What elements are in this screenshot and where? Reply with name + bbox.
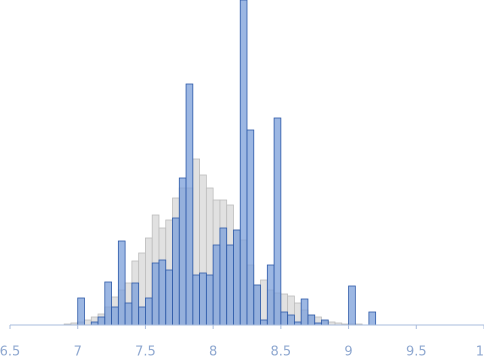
bar [117, 240, 126, 326]
bar [239, 0, 248, 326]
bar [199, 272, 207, 326]
bar [151, 262, 160, 326]
bar [185, 83, 194, 326]
x-tick-label: 8.5 [271, 345, 292, 360]
bar [178, 177, 187, 326]
bar [145, 297, 153, 326]
bar [165, 269, 173, 326]
bar [260, 279, 268, 326]
x-tick-label: 7 [74, 345, 82, 360]
bar [205, 274, 214, 326]
bar [260, 319, 268, 326]
bar [300, 298, 309, 326]
bar [138, 306, 146, 326]
bar [226, 244, 234, 326]
bar [77, 297, 85, 326]
x-tick-label: 6.5 [0, 345, 20, 360]
bar [131, 282, 140, 326]
bar [212, 244, 221, 326]
x-tick-label: 7.5 [135, 345, 156, 360]
x-tick-label: 9 [344, 345, 352, 360]
bar [348, 285, 356, 326]
bar [246, 129, 255, 326]
x-tick-label: 9.5 [406, 345, 427, 360]
bar [273, 117, 282, 326]
bar [233, 229, 241, 326]
bar [368, 311, 377, 326]
bar [172, 217, 180, 326]
x-tick-label: 10 [476, 345, 484, 360]
bar [266, 264, 275, 326]
bar [104, 281, 112, 326]
bar [124, 302, 133, 326]
bar [84, 319, 92, 326]
bar [321, 319, 329, 326]
bar [307, 314, 316, 326]
bar [192, 274, 200, 326]
bar [158, 259, 167, 326]
bar [253, 284, 261, 326]
bar [97, 316, 106, 326]
bar [219, 227, 228, 326]
bar [111, 306, 119, 326]
x-tick-label: 8 [209, 345, 217, 360]
bar [280, 311, 289, 326]
bar [287, 314, 295, 326]
